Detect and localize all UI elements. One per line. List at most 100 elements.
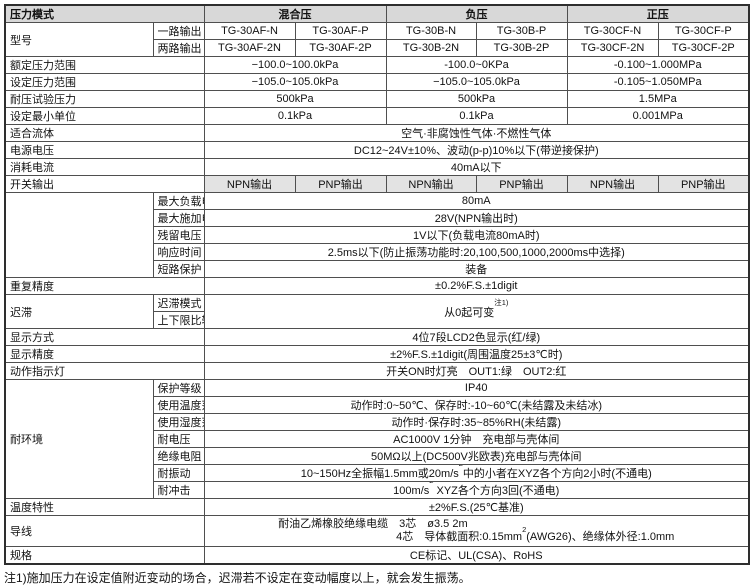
output-type-cell: PNP输出	[294, 175, 387, 193]
environment-label: 耐环境	[4, 379, 154, 499]
current-consumption-row: 消耗电流 40mA以下	[4, 158, 750, 176]
indicator-value: 开关ON时灯亮 OUT1:绿 OUT2:红	[203, 362, 750, 380]
model-row-1: 型号 一路输出 TG-30AF-N TG-30AF-P TG-30B-N TG-…	[4, 22, 750, 57]
cable-line-1: 耐油乙烯橡胶绝缘电缆 3芯 ø3.5 2m	[278, 518, 468, 530]
model-cell: TG-30B-2N	[385, 39, 477, 57]
hysteresis-value-text: 从0起可变	[444, 306, 495, 319]
display-type-value: 4位7段LCD2色显示(红/绿)	[203, 328, 750, 346]
standards-value: CE标记、UL(CSA)、RoHS	[203, 546, 750, 565]
residual-voltage-value: 1V以下(负载电流80mA时)	[203, 226, 750, 244]
supply-voltage-row: 电源电压 DC12~24V±10%、波动(p-p)10%以下(带逆接保护)	[4, 141, 750, 159]
max-load-current-label: 最大负载电流	[152, 192, 205, 210]
fluid-value: 空气·非腐蚀性气体·不燃性气体	[203, 124, 750, 142]
switch-output-group-spacer	[4, 192, 154, 278]
withstand-voltage-label: 耐电压	[152, 430, 205, 448]
repeatability-row: 重复精度 ±0.2%F.S.±1digit	[4, 277, 750, 295]
hysteresis-row-1: 迟滞 迟滞模式 从0起可变注1)	[4, 294, 750, 329]
model-cell: TG-30AF-2N	[203, 39, 296, 57]
protection-label: 保护等级	[152, 379, 205, 397]
max-load-current-value: 80mA	[203, 192, 750, 210]
set-range-positive: -0.105~1.050MPa	[566, 73, 750, 91]
proof-pressure-vacuum: 500kPa	[385, 90, 568, 108]
output-type-cell: NPN输出	[566, 175, 659, 193]
proof-pressure-label: 耐压试验压力	[4, 90, 205, 108]
short-protection-label: 短路保护	[152, 260, 205, 278]
min-unit-mixed: 0.1kPa	[203, 107, 387, 125]
vibration-value: 10~150Hz全振幅1.5mm或20m/s2中的小者在XYZ各个方向2小时(不…	[203, 464, 750, 482]
output-type-cell: PNP输出	[657, 175, 750, 193]
cable-label: 导线	[4, 515, 205, 547]
hysteresis-row-2: 上下限比较模式	[5, 311, 749, 329]
shock-label: 耐冲击	[152, 481, 205, 499]
temp-range-label: 使用温度范围	[152, 396, 205, 414]
model-cell: TG-30CF-N	[566, 22, 659, 40]
protection-row: 耐环境 保护等级 IP40	[4, 379, 750, 499]
temp-characteristics-label: 温度特性	[4, 498, 205, 516]
residual-voltage-label: 残留电压	[152, 226, 205, 244]
model-cell: TG-30CF-2P	[657, 39, 750, 57]
withstand-voltage-row: 耐电压 AC1000V 1分钟 充电部与壳体间	[5, 430, 750, 448]
header-row: 压力模式 混合压 负压 正压	[4, 4, 750, 23]
set-range-label: 设定压力范围	[4, 73, 205, 91]
shock-value-post: XYZ各个方向3回(不通电)	[433, 485, 560, 497]
pressure-mode-header: 压力模式	[4, 4, 205, 23]
rated-range-vacuum: -100.0~0KPa	[385, 56, 568, 74]
mode-vacuum-header: 负压	[385, 4, 568, 23]
switch-output-row: 开关输出 NPN输出 PNP输出 NPN输出 PNP输出 NPN输出 PNP输出	[4, 175, 750, 193]
cable-line-2: 4芯 导体截面积:0.15mm2(AWG26)、绝缘体外径:1.0mm	[278, 526, 674, 544]
hysteresis-note-ref: 注1)	[494, 297, 509, 307]
current-consumption-label: 消耗电流	[4, 158, 205, 176]
rated-range-row: 额定压力范围 −100.0~100.0kPa -100.0~0KPa -0.10…	[4, 56, 750, 74]
one-output-label: 一路输出	[152, 22, 205, 40]
vibration-value-post: 中的小者在XYZ各个方向2小时(不通电)	[462, 468, 652, 480]
rated-range-label: 额定压力范围	[4, 56, 205, 74]
rated-range-positive: -0.100~1.000MPa	[566, 56, 750, 74]
min-unit-vacuum: 0.1kPa	[385, 107, 568, 125]
model-cell: TG-30AF-P	[294, 22, 387, 40]
display-type-row: 显示方式 4位7段LCD2色显示(红/绿)	[4, 328, 750, 346]
model-label: 型号	[4, 22, 154, 57]
shock-sup: 2	[429, 483, 433, 486]
display-accuracy-label: 显示精度	[4, 345, 205, 363]
humidity-value: 动作时·保存时:35~85%RH(未结露)	[203, 413, 750, 431]
model-cell: TG-30AF-2P	[294, 39, 387, 57]
output-type-cell: NPN输出	[385, 175, 477, 193]
model-row-2: 两路输出 TG-30AF-2N TG-30AF-2P TG-30B-2N TG-…	[5, 39, 750, 57]
fluid-row: 适合流体 空气·非腐蚀性气体·不燃性气体	[4, 124, 750, 142]
set-range-mixed: −105.0~105.0kPa	[203, 73, 387, 91]
vibration-label: 耐振动	[152, 464, 205, 482]
shock-row: 耐冲击 100m/s2 XYZ各个方向3回(不通电)	[5, 481, 750, 499]
response-time-value: 2.5ms以下(防止振荡功能时:20,100,500,1000,2000ms中选…	[203, 243, 750, 261]
model-cell: TG-30B-2P	[475, 39, 568, 57]
hysteresis-label: 迟滞	[4, 294, 154, 329]
temp-range-row: 使用温度范围 动作时:0~50℃、保存时:-10~60℃(未结露及未结冰)	[5, 396, 750, 414]
model-cell: TG-30CF-P	[657, 22, 750, 40]
cable-line2-sup: 2	[522, 525, 527, 534]
upper-lower-limit-mode-label: 上下限比较模式	[152, 311, 205, 329]
temp-characteristics-value: ±2%F.S.(25℃基准)	[203, 498, 750, 516]
proof-pressure-positive: 1.5MPa	[566, 90, 750, 108]
cable-line2-pre: 4芯 导体截面积:0.15mm	[396, 531, 523, 543]
model-cell: TG-30B-N	[385, 22, 477, 40]
standards-row: 规格 CE标记、UL(CSA)、RoHS	[4, 546, 750, 565]
rated-range-mixed: −100.0~100.0kPa	[203, 56, 387, 74]
indicator-label: 动作指示灯	[4, 362, 205, 380]
vibration-sup: 2	[459, 466, 463, 469]
shock-value: 100m/s2 XYZ各个方向3回(不通电)	[203, 481, 750, 499]
proof-pressure-row: 耐压试验压力 500kPa 500kPa 1.5MPa	[4, 90, 750, 108]
output-type-cell: PNP输出	[475, 175, 568, 193]
indicator-row: 动作指示灯 开关ON时灯亮 OUT1:绿 OUT2:红	[4, 362, 750, 380]
max-applied-voltage-row: 最大施加电压 28V(NPN输出时)	[5, 209, 750, 227]
model-cell: TG-30B-P	[475, 22, 568, 40]
model-cell: TG-30AF-N	[203, 22, 296, 40]
set-range-vacuum: −105.0~105.0kPa	[385, 73, 568, 91]
humidity-row: 使用湿度范围 动作时·保存时:35~85%RH(未结露)	[5, 413, 750, 431]
cable-value-block: 耐油乙烯橡胶绝缘电缆 3芯 ø3.5 2m 4芯 导体截面积:0.15mm2(A…	[278, 518, 674, 544]
response-time-row: 响应时间 2.5ms以下(防止振荡功能时:20,100,500,1000,200…	[5, 243, 750, 261]
repeatability-value: ±0.2%F.S.±1digit	[203, 277, 750, 295]
shock-value-pre: 100m/s	[393, 485, 430, 497]
max-applied-voltage-label: 最大施加电压	[152, 209, 205, 227]
footnote: 注1)施加压力在设定值附近变动的场合，迟滞若不设定在变动幅度以上，就会发生振荡。	[4, 571, 471, 585]
current-consumption-value: 40mA以下	[203, 158, 750, 176]
model-cell: TG-30CF-2N	[566, 39, 659, 57]
